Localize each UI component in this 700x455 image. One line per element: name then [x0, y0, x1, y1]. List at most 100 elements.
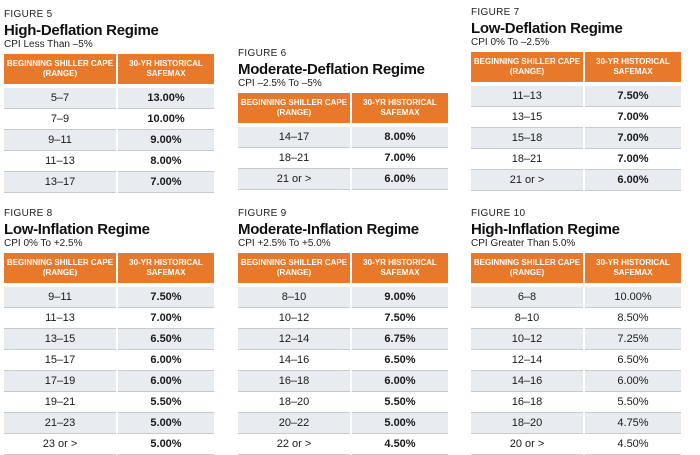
table-row: 13–15 7.00% [471, 107, 681, 128]
figure-label: FIGURE 9 [238, 208, 287, 219]
table-row: 22 or >4.50% [238, 434, 448, 455]
cape-range-cell: 13–17 [4, 172, 116, 193]
table-row: 12–14 6.75% [238, 329, 448, 350]
figure-subtitle: CPI +2.5% To +5.0% [238, 238, 331, 249]
safemax-cell: 5.50% [585, 392, 681, 413]
table-row: 12–14 6.50% [471, 350, 681, 371]
figure-label: FIGURE 10 [471, 208, 526, 219]
safemax-cell: 6.00% [585, 371, 681, 392]
table-row: 18–21 7.00% [238, 148, 448, 169]
cape-range-cell: 9–11 [4, 130, 116, 151]
safemax-cell: 6.00% [118, 371, 214, 392]
safemax-cell: 7.50% [352, 308, 448, 329]
table-row: 10–12 7.25% [471, 329, 681, 350]
table-row: 16–18 5.50% [471, 392, 681, 413]
cape-range-cell: 16–18 [471, 392, 583, 413]
safemax-cell: 7.00% [118, 172, 214, 193]
cape-range-cell: 8–10 [471, 308, 583, 329]
table-row: 21–23 5.00% [4, 413, 214, 434]
figure-title: Low-Inflation Regime [4, 221, 150, 238]
cape-range-cell: 20 or > [471, 434, 583, 455]
header-safemax: 30-YR HISTORICAL SAFEMAX [118, 253, 214, 283]
figure-5: FIGURE 5 High-Deflation Regime CPI Less Th… [4, 9, 214, 193]
figure-8: FIGURE 8 Low-Inflation Regime CPI 0% To +2… [4, 208, 214, 455]
cape-range-cell: 20–22 [238, 413, 350, 434]
header-cape-range: BEGINNING SHILLER CAPE (RANGE) [4, 54, 116, 84]
safemax-table: BEGINNING SHILLER CAPE (RANGE) 30-YR HIST… [469, 52, 683, 191]
safemax-cell: 5.50% [118, 392, 214, 413]
safemax-cell: 7.00% [585, 128, 681, 149]
safemax-cell: 6.00% [585, 170, 681, 191]
cape-range-cell: 15–17 [4, 350, 116, 371]
figure-10: FIGURE 10 High-Inflation Regime CPI Greate… [471, 208, 681, 455]
table-row: 23 or >5.00% [4, 434, 214, 455]
table-row: 9–11 9.00% [4, 130, 214, 151]
table-row: 19–21 5.50% [4, 392, 214, 413]
header-cape-range: BEGINNING SHILLER CAPE (RANGE) [4, 253, 116, 283]
safemax-cell: 7.00% [352, 148, 448, 169]
cape-range-cell: 15–18 [471, 128, 583, 149]
safemax-cell: 6.00% [118, 350, 214, 371]
cape-range-cell: 19–21 [4, 392, 116, 413]
cape-range-cell: 22 or > [238, 434, 350, 455]
cape-range-cell: 11–13 [471, 86, 583, 107]
table-row: 9–11 7.50% [4, 287, 214, 308]
cape-range-cell: 18–20 [238, 392, 350, 413]
safemax-cell: 6.50% [352, 350, 448, 371]
cape-range-cell: 18–20 [471, 413, 583, 434]
safemax-cell: 6.00% [352, 371, 448, 392]
cape-range-cell: 21 or > [238, 169, 350, 190]
table-row: 15–18 7.00% [471, 128, 681, 149]
table-row: 8–10 8.50% [471, 308, 681, 329]
table-row: 20–22 5.00% [238, 413, 448, 434]
table-row: 21 or >6.00% [471, 170, 681, 191]
header-safemax: 30-YR HISTORICAL SAFEMAX [118, 54, 214, 84]
table-row: 18–20 4.75% [471, 413, 681, 434]
cape-range-cell: 10–12 [238, 308, 350, 329]
cape-range-cell: 21–23 [4, 413, 116, 434]
safemax-cell: 8.50% [585, 308, 681, 329]
cape-range-cell: 5–7 [4, 88, 116, 109]
safemax-cell: 7.50% [585, 86, 681, 107]
table-row: 5–7 13.00% [4, 88, 214, 109]
cape-range-cell: 23 or > [4, 434, 116, 455]
cape-range-cell: 13–15 [4, 329, 116, 350]
cape-range-cell: 18–21 [238, 148, 350, 169]
figure-6: FIGURE 6 Moderate-Deflation Regime CPI –2.… [238, 48, 448, 190]
safemax-cell: 4.50% [352, 434, 448, 455]
cape-range-cell: 11–13 [4, 151, 116, 172]
safemax-cell: 6.50% [585, 350, 681, 371]
table-row: 17–19 6.00% [4, 371, 214, 392]
cape-range-cell: 16–18 [238, 371, 350, 392]
table-row: 14–17 8.00% [238, 127, 448, 148]
safemax-cell: 13.00% [118, 88, 214, 109]
cape-range-cell: 12–14 [471, 350, 583, 371]
safemax-cell: 5.00% [118, 413, 214, 434]
safemax-table: BEGINNING SHILLER CAPE (RANGE) 30-YR HIST… [2, 253, 216, 455]
table-row: 20 or >4.50% [471, 434, 681, 455]
table-row: 14–16 6.00% [471, 371, 681, 392]
figure-title: Moderate-Deflation Regime [238, 61, 425, 78]
cape-range-cell: 21 or > [471, 170, 583, 191]
cape-range-cell: 6–8 [471, 287, 583, 308]
safemax-cell: 7.25% [585, 329, 681, 350]
table-row: 18–21 7.00% [471, 149, 681, 170]
figure-subtitle: CPI 0% To –2.5% [471, 37, 550, 48]
figure-9: FIGURE 9 Moderate-Inflation Regime CPI +2.… [238, 208, 448, 455]
cape-range-cell: 12–14 [238, 329, 350, 350]
safemax-cell: 4.50% [585, 434, 681, 455]
cape-range-cell: 9–11 [4, 287, 116, 308]
safemax-table: BEGINNING SHILLER CAPE (RANGE) 30-YR HIST… [236, 93, 450, 190]
cape-range-cell: 13–15 [471, 107, 583, 128]
safemax-cell: 9.00% [118, 130, 214, 151]
figure-subtitle: CPI Greater Than 5.0% [471, 238, 576, 249]
table-row: 7–9 10.00% [4, 109, 214, 130]
safemax-cell: 10.00% [118, 109, 214, 130]
cape-range-cell: 14–17 [238, 127, 350, 148]
safemax-cell: 9.00% [352, 287, 448, 308]
figure-7: FIGURE 7 Low-Deflation Regime CPI 0% To –2… [471, 7, 681, 191]
safemax-cell: 7.00% [585, 149, 681, 170]
header-cape-range: BEGINNING SHILLER CAPE (RANGE) [471, 52, 583, 82]
safemax-cell: 7.00% [585, 107, 681, 128]
